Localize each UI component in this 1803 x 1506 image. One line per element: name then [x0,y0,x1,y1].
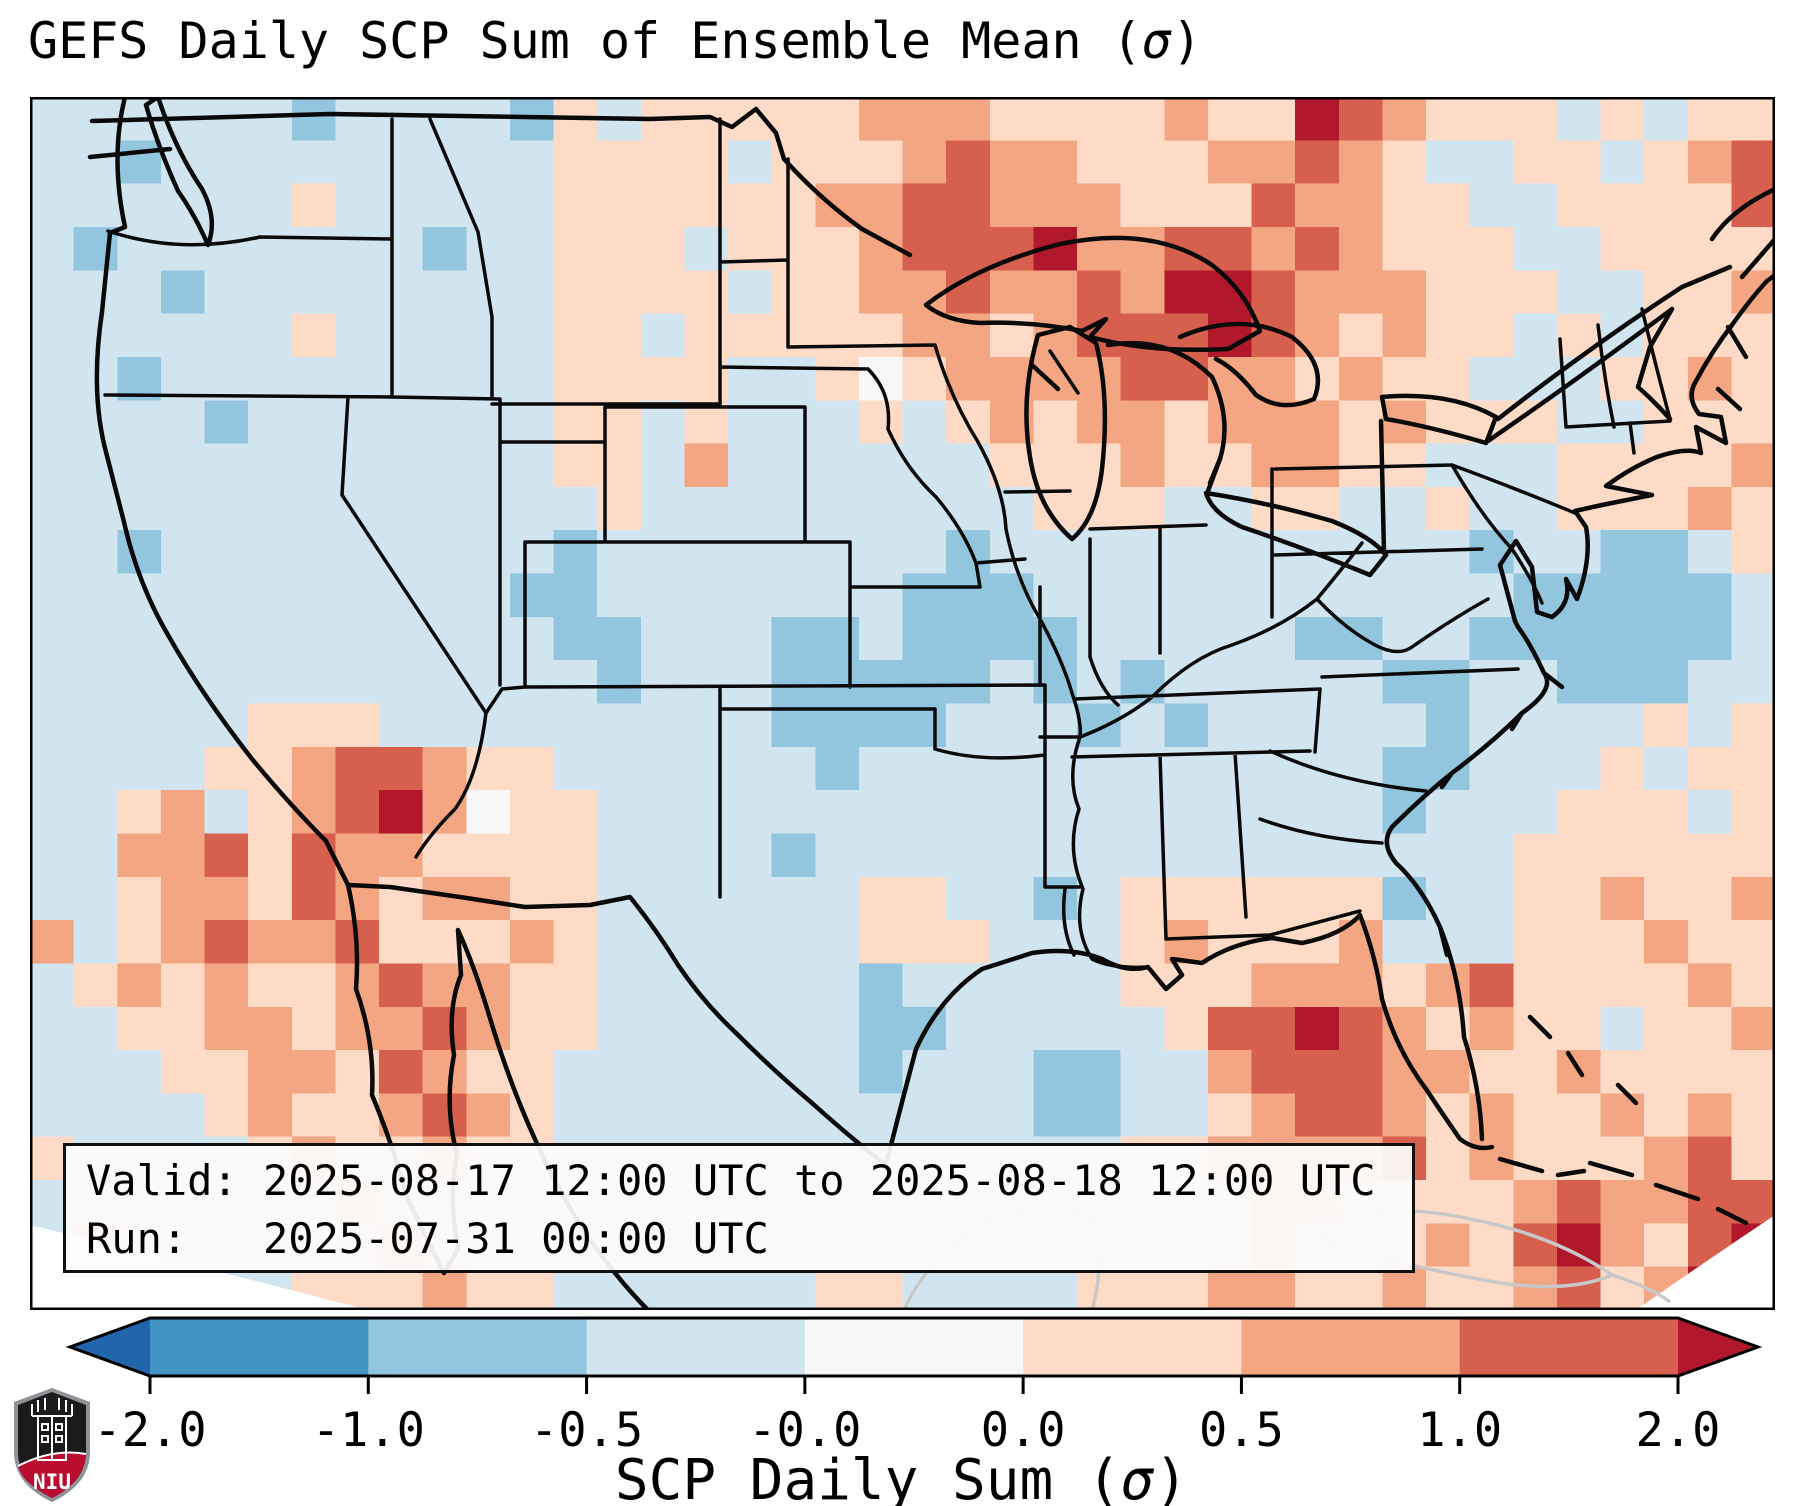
map-canvas [30,97,1775,1310]
colorbar-segments [150,1318,1679,1376]
islands-keys [1497,186,1775,1226]
colorbar-label-text: SCP Daily Sum ( [614,1448,1121,1506]
svg-text:-0.0: -0.0 [748,1403,861,1458]
valid-time-text: Valid: 2025-08-17 12:00 UTC to 2025-08-1… [86,1156,1376,1205]
niu-logo-text: NIU [33,1470,71,1494]
sigma-symbol: σ [1141,12,1172,70]
mexico-border [345,882,889,1168]
coastline-layer [87,97,1775,1310]
niu-shield-red-band [18,1452,86,1498]
svg-text:-2.0: -2.0 [93,1403,206,1458]
niu-castle-icon [31,1398,73,1461]
svg-text:-0.5: -0.5 [530,1403,643,1458]
colorbar-tick-labels: -2.0 -1.0 -0.5 -0.0 0.0 0.5 1.0 2.0 [93,1403,1720,1458]
svg-text:-1.0: -1.0 [312,1403,425,1458]
chart-title: GEFS Daily SCP Sum of Ensemble Mean (σ) [28,12,1202,70]
niu-logo: NIU [14,1388,90,1502]
lake-huron [1105,321,1321,494]
svg-text:2.0: 2.0 [1636,1403,1721,1458]
colorbar-sigma-symbol: σ [1120,1448,1155,1506]
svg-text:0.0: 0.0 [981,1403,1066,1458]
svg-text:1.0: 1.0 [1417,1403,1502,1458]
colorbar-ticks [148,1376,1680,1394]
colorbar: -2.0 -1.0 -0.5 -0.0 0.0 0.5 1.0 2.0 [65,1316,1763,1458]
chart-title-text: GEFS Daily SCP Sum of Ensemble Mean ( [28,12,1142,70]
state-boundaries [103,117,1672,970]
valid-run-info-box: Valid: 2025-08-17 12:00 UTC to 2025-08-1… [63,1143,1415,1273]
pacific-coast [94,97,651,1310]
svg-text:0.5: 0.5 [1199,1403,1284,1458]
lake-superior [923,235,1263,353]
run-time-text: Run: 2025-07-31 00:00 UTC [86,1214,769,1263]
chart-title-close: ) [1171,12,1203,70]
colorbar-under-arrow [70,1318,150,1376]
colorbar-label: SCP Daily Sum (σ) [0,1448,1803,1506]
map-panel: Valid: 2025-08-17 12:00 UTC to 2025-08-1… [30,97,1775,1310]
gulf-atlantic-coast [883,272,1775,1168]
st-lawrence [1207,264,1733,556]
colorbar-over-arrow [1678,1318,1758,1376]
lake-michigan [1024,324,1108,542]
colorbar-label-close: ) [1154,1448,1189,1506]
lake-ontario [1379,393,1499,446]
lake-erie [1203,490,1389,578]
heatmap-grid [30,97,1775,1310]
